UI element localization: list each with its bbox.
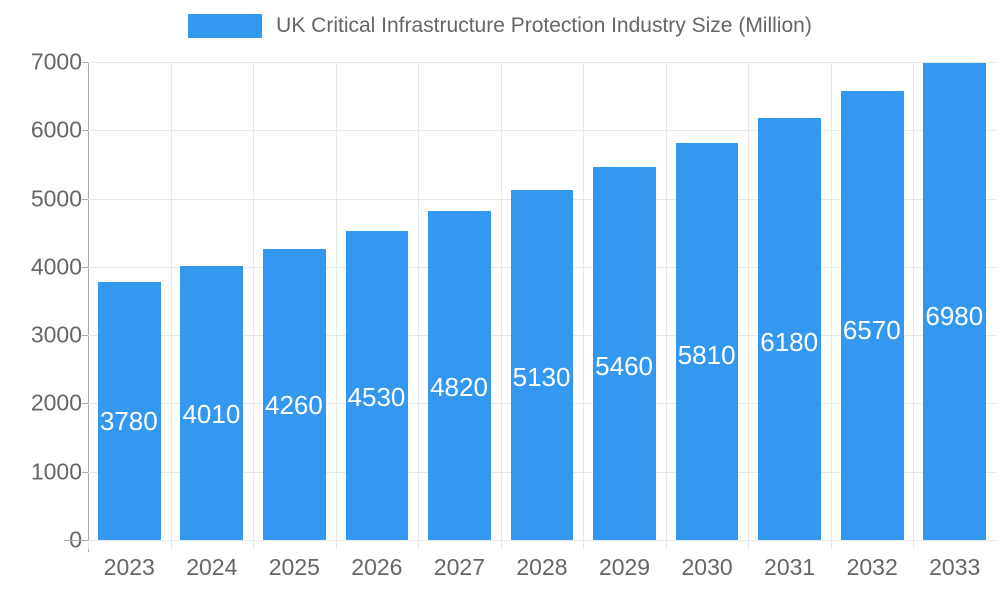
bar-value-label-2027: 4820 (430, 372, 488, 402)
gridline-x-7 (666, 62, 667, 540)
x-tick-label-2033: 2033 (929, 554, 981, 580)
bar-2028[interactable] (510, 189, 574, 540)
y-tick-mark-1000 (82, 471, 89, 473)
bar-2030[interactable] (675, 143, 739, 540)
legend-swatch-series-0[interactable] (188, 14, 263, 38)
y-axis-line (88, 62, 89, 552)
x-tick-mark-5 (501, 541, 502, 549)
bar-2029[interactable] (593, 167, 656, 540)
gridline-x-5 (501, 62, 502, 540)
bar-value-label-2029: 5460 (595, 351, 654, 382)
x-tick-mark-0 (88, 541, 89, 549)
gridline-y-0 (88, 540, 996, 541)
bar-2032[interactable] (840, 91, 904, 540)
bar-value-label-2028: 5130 (512, 361, 571, 392)
x-tick-label-2023: 2023 (103, 554, 155, 580)
gridline-x-1 (171, 62, 172, 540)
gridline-x-2 (253, 62, 254, 540)
y-tick-label-0: 0 (69, 526, 82, 553)
y-axis: 0 1000 2000 3000 4000 5000 6000 7000 (0, 0, 89, 600)
x-tick-label-2030: 2030 (681, 554, 733, 580)
bar-value-label-2032: 6570 (842, 314, 901, 345)
x-tick-mark-3 (336, 541, 337, 549)
y-tick-label-5000: 5000 (30, 185, 82, 212)
x-tick-label-2031: 2031 (764, 554, 816, 580)
x-tick-mark-2 (253, 541, 254, 549)
x-tick-label-2025: 2025 (268, 554, 320, 580)
gridline-y-6000 (88, 130, 996, 132)
bar-value-label-2031: 6180 (760, 327, 819, 358)
x-tick-mark-8 (748, 541, 749, 549)
gridline-x-4 (418, 62, 419, 540)
bar-value-label-2024: 4010 (182, 398, 241, 429)
y-tick-label-4000: 4000 (30, 253, 82, 280)
x-tick-label-2027: 2027 (433, 554, 486, 580)
x-tick-label-2026: 2026 (351, 554, 403, 580)
x-tick-mark-9 (831, 541, 832, 549)
bar-2027[interactable] (428, 210, 491, 540)
bar-2033[interactable] (923, 63, 987, 540)
bar-2024[interactable] (180, 266, 244, 540)
y-tick-mark-7000 (82, 62, 89, 63)
gridline-x-9 (831, 62, 832, 540)
y-tick-label-3000: 3000 (30, 321, 82, 348)
y-tick-label-7000: 7000 (30, 48, 82, 75)
bar-value-label-2023: 3780 (99, 406, 158, 437)
x-tick-mark-10 (913, 541, 914, 549)
y-tick-mark-3000 (82, 335, 89, 337)
gridline-y-7000 (88, 62, 996, 63)
x-tick-mark-4 (418, 541, 419, 549)
x-tick-label-2024: 2024 (186, 554, 238, 580)
gridline-x-8 (748, 62, 749, 540)
y-tick-label-2000: 2000 (30, 389, 82, 416)
gridline-x-10 (913, 62, 914, 540)
bar-value-label-2026: 4530 (347, 381, 406, 412)
y-tick-label-6000: 6000 (30, 116, 82, 143)
y-tick-mark-2000 (82, 403, 89, 405)
x-tick-label-2032: 2032 (846, 554, 898, 580)
bar-2023[interactable] (97, 281, 161, 540)
y-tick-mark-4000 (82, 266, 89, 268)
bar-2031[interactable] (758, 118, 821, 540)
bar-value-label-2025: 4260 (264, 390, 323, 421)
y-tick-label-1000: 1000 (30, 458, 82, 485)
chart-legend: UK Critical Infrastructure Protection In… (0, 14, 1000, 38)
y-tick-mark-6000 (82, 130, 89, 132)
y-tick-mark-5000 (82, 198, 89, 200)
x-tick-mark-7 (666, 541, 667, 549)
gridline-x-6 (583, 62, 584, 540)
x-tick-label-2029: 2029 (598, 554, 651, 580)
bar-2025[interactable] (262, 249, 326, 540)
gridline-x-3 (336, 62, 337, 540)
legend-label-series-0[interactable]: UK Critical Infrastructure Protection In… (276, 14, 812, 37)
bar-value-label-2030: 5810 (677, 339, 736, 370)
bar-value-label-2033: 6980 (925, 301, 984, 332)
bar-2026[interactable] (345, 230, 409, 540)
x-tick-mark-6 (583, 541, 584, 549)
x-tick-label-2028: 2028 (516, 554, 568, 580)
x-tick-mark-1 (171, 541, 172, 549)
plot-area: 3780 4010 4260 4530 4820 5130 5460 5810 6180 6570… (88, 62, 996, 541)
